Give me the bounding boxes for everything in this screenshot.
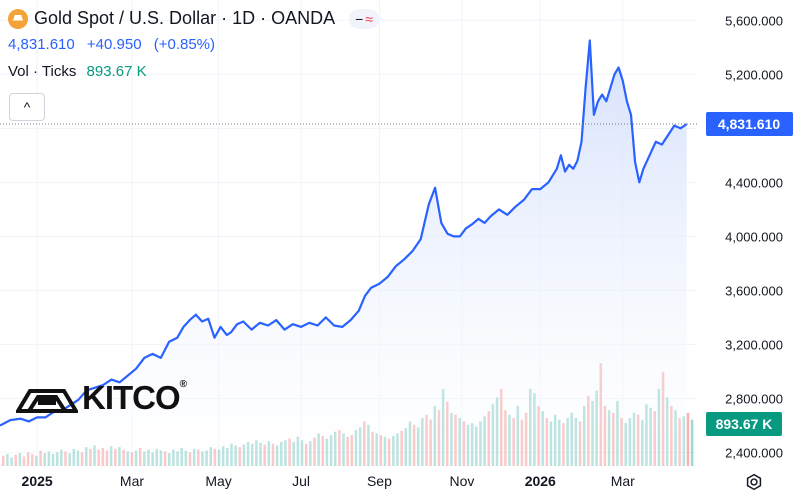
chart-header: Gold Spot / U.S. Dollar · 1D · OANDA − ≈: [8, 8, 379, 29]
x-tick-label: Sep: [367, 473, 392, 489]
registered-mark: ®: [179, 379, 187, 390]
volume-badge: [706, 412, 782, 436]
compare-button[interactable]: ≈: [365, 10, 373, 27]
volume-bar: [690, 419, 694, 466]
x-tick-label: Mar: [120, 473, 144, 489]
y-tick-label: 5,600.000: [725, 13, 783, 28]
collapse-legend-button[interactable]: ^: [9, 93, 45, 121]
gear-icon[interactable]: [743, 471, 765, 493]
kitco-logo: KITCO®: [16, 379, 187, 417]
y-tick-label: 3,200.000: [725, 337, 783, 352]
kitco-logo-text: KITCO: [82, 379, 181, 416]
price-change: +40.950: [86, 36, 142, 53]
volume-bar: [686, 412, 690, 466]
y-tick-label: 3,600.000: [725, 283, 783, 298]
x-tick-label: Nov: [449, 473, 474, 489]
header-buttons: − ≈: [349, 8, 379, 29]
gold-coin-icon: [8, 8, 28, 29]
volume-value: 893.67 K: [86, 63, 147, 80]
price-summary: 4,831.610 +40.950 (+0.85%): [8, 36, 223, 53]
y-tick-label: 5,200.000: [725, 67, 783, 82]
y-tick-label: 2,400.000: [725, 445, 783, 460]
instrument-title[interactable]: Gold Spot / U.S. Dollar · 1D · OANDA: [34, 8, 336, 28]
volume-label[interactable]: Vol · Ticks: [8, 63, 77, 80]
x-tick-label: 2025: [22, 473, 53, 489]
price-badge: [706, 112, 793, 137]
volume-badge-label: 893.67 K: [716, 416, 773, 432]
last-price: 4,831.610: [8, 36, 75, 53]
y-tick-label: 4,400.000: [725, 175, 783, 190]
price-line: [0, 39, 688, 427]
x-tick-label: Jul: [292, 473, 310, 489]
y-tick-label: 4,000.000: [725, 229, 783, 244]
y-tick-label: 2,800.000: [725, 391, 783, 406]
price-badge-label: 4,831.610: [718, 116, 780, 132]
x-tick-label: May: [205, 473, 231, 489]
x-tick-label: Mar: [611, 473, 635, 489]
minimize-button[interactable]: −: [355, 10, 364, 27]
kitco-logo-mark: [16, 389, 78, 413]
x-tick-label: 2026: [525, 473, 556, 489]
price-area: [0, 40, 687, 466]
price-change-pct: (+0.85%): [153, 36, 216, 53]
volume-summary: Vol · Ticks 893.67 K: [8, 63, 147, 80]
